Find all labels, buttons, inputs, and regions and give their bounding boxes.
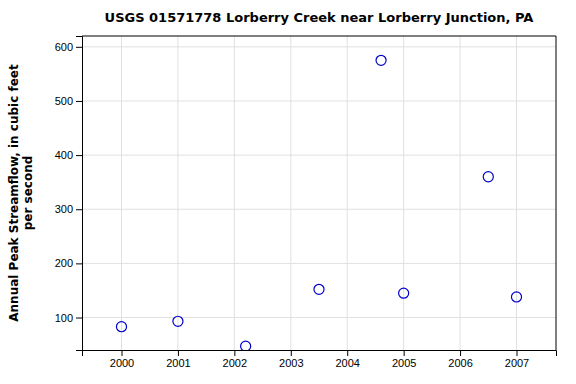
tick: 2005 — [392, 350, 416, 369]
tick-label: 2002 — [223, 357, 247, 369]
tick: 200 — [55, 257, 82, 269]
tick: 2000 — [110, 350, 134, 369]
tick-mark — [404, 350, 405, 356]
grid-line — [347, 36, 348, 350]
tick: 2002 — [223, 350, 247, 369]
grid-line — [82, 155, 556, 156]
point — [241, 341, 251, 350]
tick: 500 — [55, 95, 82, 107]
y-axis-title-line: Annual Peak Streamflow, in cubic feet — [7, 64, 21, 322]
tick-label: 2005 — [392, 357, 416, 369]
tick: 2004 — [335, 350, 359, 369]
tick-label: 400 — [55, 149, 73, 161]
tick-mark — [517, 350, 518, 356]
tick-mark — [178, 350, 179, 356]
axis-line — [83, 351, 557, 357]
y-axis-title: Annual Peak Streamflow, in cubic feetper… — [7, 64, 35, 322]
tick-mark — [291, 350, 292, 356]
chart: 2000 2001 2002 2003 2004 2005 2006 2007 100 200 30… — [0, 0, 576, 384]
point — [314, 284, 324, 294]
tick: 2001 — [166, 350, 190, 369]
tick-label: 300 — [55, 203, 73, 215]
plot: 2000 2001 2002 2003 2004 2005 2006 2007 100 200 30… — [55, 36, 557, 369]
grid-line — [290, 36, 291, 350]
tick-mark — [76, 318, 82, 319]
y-axis-title-line: per second — [21, 156, 35, 231]
tick-mark — [460, 350, 461, 356]
tick: 100 — [55, 312, 82, 324]
tick-mark — [347, 350, 348, 356]
tick-label: 100 — [55, 312, 73, 324]
tick-label: 2007 — [505, 357, 529, 369]
point — [116, 322, 126, 332]
tick-label: 2004 — [335, 357, 359, 369]
tick: 600 — [55, 41, 82, 53]
tick-label: 200 — [55, 257, 73, 269]
frame — [556, 36, 557, 350]
tick-mark — [76, 209, 82, 210]
tick: 2006 — [448, 350, 472, 369]
tick-mark — [76, 155, 82, 156]
grid-line — [82, 209, 556, 210]
tick-mark — [76, 101, 82, 102]
axis-line — [76, 37, 83, 351]
grid-line — [177, 36, 178, 350]
tick: 2007 — [505, 350, 529, 369]
x-axis: 2000 2001 2002 2003 2004 2005 2006 2007 — [83, 350, 557, 369]
tick: 400 — [55, 149, 82, 161]
grid-line — [403, 36, 404, 350]
grid — [82, 36, 556, 350]
point — [483, 172, 493, 182]
tick-label: 600 — [55, 41, 73, 53]
tick-label: 2006 — [448, 357, 472, 369]
grid-line — [516, 36, 517, 350]
grid-line — [460, 36, 461, 350]
tick-label: 2003 — [279, 357, 303, 369]
tick-mark — [76, 263, 82, 264]
tick-mark — [76, 47, 82, 48]
grid-line — [121, 36, 122, 350]
tick-mark — [234, 350, 235, 356]
grid-line — [234, 36, 235, 350]
y-axis: 100 200 300 400 500 600 — [55, 37, 83, 351]
grid-line — [82, 263, 556, 264]
frame — [82, 36, 556, 37]
grid-line — [82, 100, 556, 101]
title: USGS 01571778 Lorberry Creek near Lorber… — [105, 10, 534, 25]
grid-line — [82, 317, 556, 318]
tick: 300 — [55, 203, 82, 215]
tick-mark — [122, 350, 123, 356]
tick: 2003 — [279, 350, 303, 369]
points — [116, 55, 521, 350]
point — [376, 55, 386, 65]
grid-line — [82, 46, 556, 47]
point — [399, 288, 409, 298]
tick-label: 2001 — [166, 357, 190, 369]
point — [511, 292, 521, 302]
tick-label: 2000 — [110, 357, 134, 369]
point — [173, 316, 183, 326]
tick-label: 500 — [55, 95, 73, 107]
